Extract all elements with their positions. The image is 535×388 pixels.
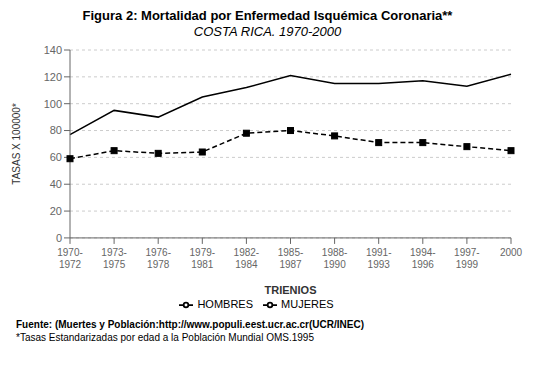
svg-text:1970-1972: 1970-1972 (57, 247, 83, 270)
svg-text:TRIENIOS: TRIENIOS (265, 284, 317, 296)
svg-text:1973-1975: 1973-1975 (101, 247, 127, 270)
svg-text:1976-1978: 1976-1978 (145, 247, 171, 270)
svg-text:40: 40 (50, 178, 62, 190)
html-text:HOMBRES: HOMBRES (197, 297, 253, 310)
html-text:Figura 2: Mortalidad por Enfer: Figura 2: Mortalidad por Enfermedad Isqu… (82, 8, 453, 23)
svg-text:1988-1990: 1988-1990 (322, 247, 348, 270)
svg-text:1979-1981: 1979-1981 (190, 247, 216, 270)
html-text:MUJERES: MUJERES (281, 297, 334, 310)
svg-text:140: 140 (44, 44, 62, 56)
svg-text:0: 0 (56, 232, 62, 244)
html-text:COSTA RICA. 1970-2000: COSTA RICA. 1970-2000 (193, 24, 342, 39)
svg-text:1985-1987: 1985-1987 (278, 247, 304, 270)
svg-text:60: 60 (50, 151, 62, 163)
svg-text:1991-1993: 1991-1993 (366, 247, 392, 270)
svg-text:1982-1984: 1982-1984 (234, 247, 260, 270)
svg-text:20: 20 (50, 205, 62, 217)
svg-text:1994-1996: 1994-1996 (410, 247, 436, 270)
svg-text:100: 100 (44, 98, 62, 110)
svg-text:120: 120 (44, 71, 62, 83)
svg-text:80: 80 (50, 124, 62, 136)
svg-text:1997-1999: 1997-1999 (454, 247, 480, 270)
html-text:*Tasas Estandarizadas por edad: *Tasas Estandarizadas por edad a la Pobl… (16, 332, 314, 343)
svg-text:2000: 2000 (500, 247, 523, 258)
html-text:Fuente: (Muertes y Población:h: Fuente: (Muertes y Población:http://www.… (16, 319, 364, 330)
svg-text:TASAS X 100000*: TASAS X 100000* (11, 103, 22, 185)
